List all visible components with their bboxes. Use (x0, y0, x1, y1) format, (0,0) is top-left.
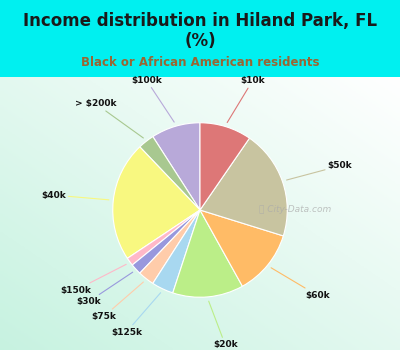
Text: Income distribution in Hiland Park, FL
(%): Income distribution in Hiland Park, FL (… (23, 12, 377, 50)
Text: $50k: $50k (286, 161, 352, 180)
Wedge shape (140, 136, 200, 210)
Wedge shape (140, 210, 200, 284)
Text: > $200k: > $200k (75, 99, 143, 138)
Wedge shape (173, 210, 242, 297)
Text: ⓘ City-Data.com: ⓘ City-Data.com (258, 205, 331, 215)
Wedge shape (200, 210, 283, 286)
Text: $60k: $60k (271, 268, 330, 300)
Text: $30k: $30k (76, 272, 133, 306)
Wedge shape (200, 138, 287, 236)
Wedge shape (127, 210, 200, 265)
Wedge shape (113, 147, 200, 258)
Text: $20k: $20k (209, 301, 238, 349)
Text: $40k: $40k (41, 190, 109, 200)
Text: $125k: $125k (111, 293, 161, 337)
Wedge shape (153, 210, 200, 293)
Wedge shape (132, 210, 200, 273)
Text: $100k: $100k (131, 76, 174, 122)
Text: Black or African American residents: Black or African American residents (81, 56, 319, 69)
Text: $10k: $10k (227, 76, 265, 122)
Text: $150k: $150k (60, 264, 126, 295)
Wedge shape (153, 123, 200, 210)
Text: $75k: $75k (92, 282, 143, 321)
Wedge shape (200, 123, 250, 210)
